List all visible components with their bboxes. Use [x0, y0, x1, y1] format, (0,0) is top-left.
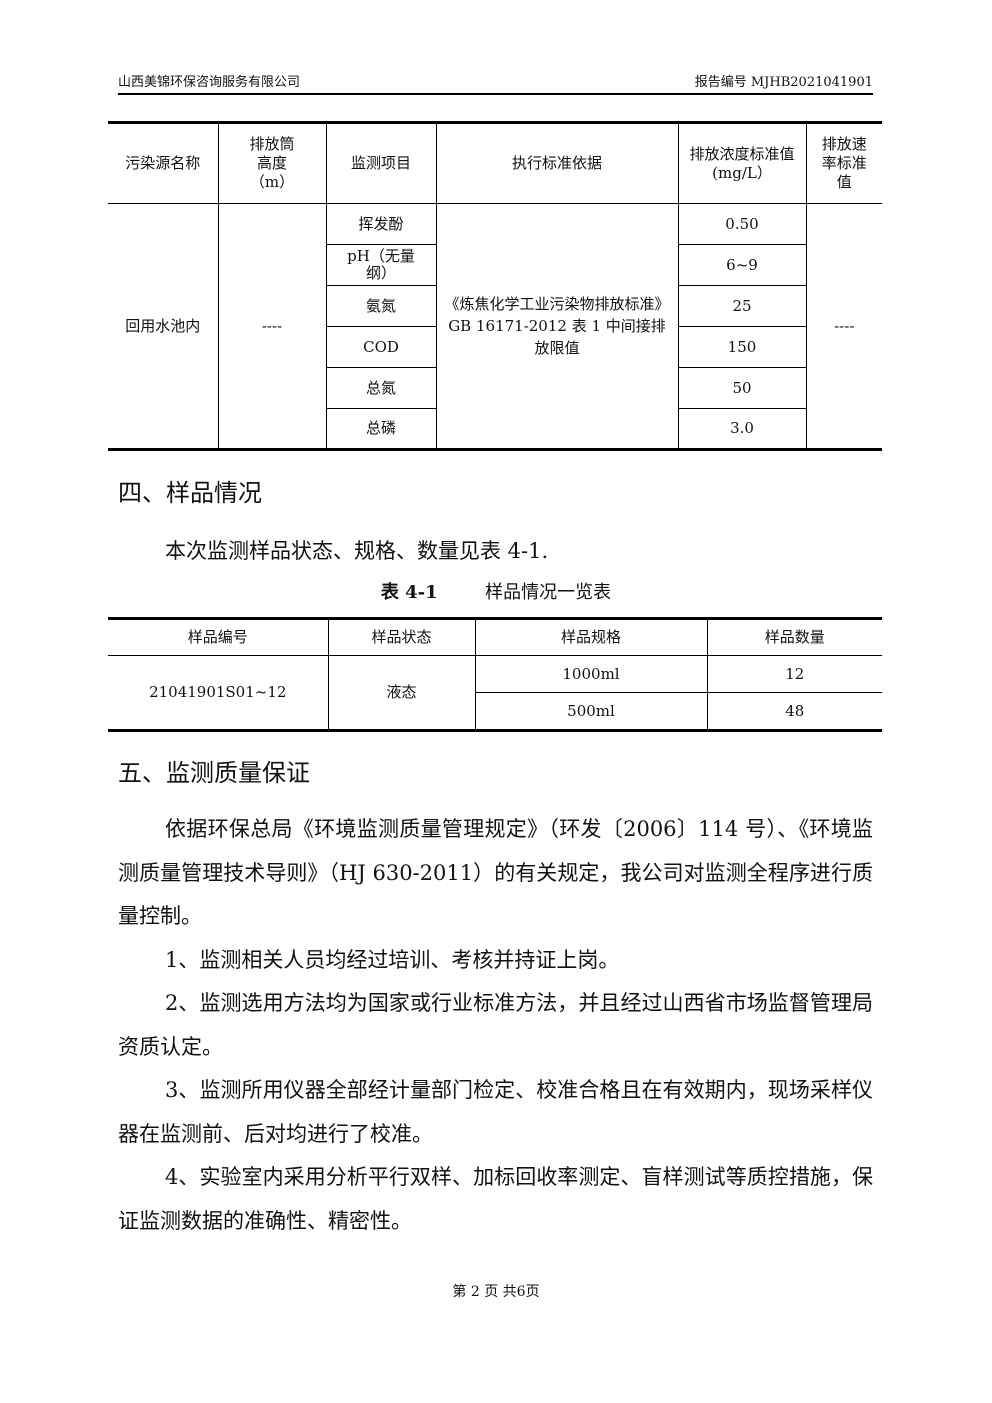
header-cell: 样品规格 — [474, 618, 708, 656]
value-cell: 6~9 — [677, 244, 806, 286]
item-cell: 总磷 — [326, 408, 437, 450]
header-cell: 排放速率标准值 — [805, 122, 882, 204]
height-cell: ---- — [217, 203, 327, 450]
value-cell: 150 — [677, 326, 806, 368]
paragraph: 4、实验室内采用分析平行双样、加标回收率测定、盲样测试等质控措施，保证监测数据的… — [118, 1165, 873, 1233]
paragraph: 依据环保总局《环境监测质量管理规定》（环发〔2006〕114 号）、《环境监测质… — [118, 817, 873, 928]
page-number: 第 2 页 共6页 — [452, 1284, 540, 1300]
item-cell: 挥发酚 — [325, 203, 437, 245]
section-4-intro: 本次监测样品状态、规格、数量见表 4-1. — [165, 539, 549, 563]
samples-table: 样品编号 样品状态 样品规格 样品数量 21041901S01~12 液态 10… — [108, 617, 882, 732]
section-5-body: 依据环保总局《环境监测质量管理规定》（环发〔2006〕114 号）、《环境监测质… — [118, 808, 873, 1243]
paragraph: 1、监测相关人员均经过培训、考核并持证上岗。 — [165, 947, 620, 972]
sample-id-cell: 21041901S01~12 — [108, 655, 329, 731]
item-cell: COD — [326, 326, 437, 368]
rate-cell: ---- — [805, 203, 882, 450]
paragraph: 2、监测选用方法均为国家或行业标准方法，并且经过山西省市场监督管理局资质认定。 — [118, 991, 873, 1059]
section-4-title: 四、样品情况 — [118, 479, 262, 507]
table-header-row: 样品编号 样品状态 样品规格 样品数量 — [108, 618, 882, 656]
table-row: 回用水池内 ---- 挥发酚 《炼焦化学工业污染物排放标准》GB 16171-2… — [108, 203, 882, 450]
table-row: pH（无量纲） 6~9 — [108, 244, 882, 286]
header-cell: 样品状态 — [327, 618, 476, 656]
value-cell: 25 — [677, 285, 806, 327]
header-cell: 排放浓度标准值(mg/L） — [677, 122, 807, 204]
header-cell: 监测项目 — [325, 122, 437, 204]
value-cell: 0.50 — [677, 203, 807, 245]
section-5-title: 五、监测质量保证 — [118, 759, 310, 787]
value-cell: 3.0 — [677, 408, 806, 450]
table-caption: 表 4-1 样品情况一览表 — [0, 578, 992, 604]
item-cell: 总氮 — [326, 367, 437, 409]
header-cell: 样品编号 — [108, 618, 329, 656]
header-cell: 排放筒高度（m） — [217, 122, 327, 204]
paragraph: 3、监测所用仪器全部经计量部门检定、校准合格且在有效期内，现场采样仪器在监测前、… — [118, 1078, 873, 1146]
value-cell: 50 — [677, 367, 806, 409]
header-cell: 执行标准依据 — [435, 122, 679, 204]
spec-cell: 500ml — [475, 692, 708, 731]
item-cell: pH（无量纲） — [326, 244, 437, 286]
spec-cell: 1000ml — [474, 655, 708, 693]
table-header-row: 污染源名称 排放筒高度（m） 监测项目 执行标准依据 排放浓度标准值(mg/L）… — [108, 122, 882, 204]
table-row: 500ml 48 — [108, 692, 882, 731]
table-row: 总磷 3.0 — [108, 408, 882, 450]
caption-number: 表 4-1 — [380, 582, 438, 603]
qty-cell: 48 — [706, 692, 882, 731]
qty-cell: 12 — [706, 655, 882, 693]
caption-title: 样品情况一览表 — [485, 582, 612, 603]
header-cell: 污染源名称 — [108, 122, 219, 204]
standard-cell: 《炼焦化学工业污染物排放标准》GB 16171-2012 表 1 中间接排放限值 — [435, 203, 679, 450]
source-cell: 回用水池内 — [108, 203, 219, 450]
table-row: 总氮 50 — [108, 367, 882, 409]
sample-state-cell: 液态 — [327, 655, 476, 731]
header-divider — [118, 93, 873, 95]
report-number: 报告编号 MJHB2021041901 — [694, 75, 873, 90]
table-row: 21041901S01~12 液态 1000ml 12 — [108, 655, 882, 731]
standards-table: 污染源名称 排放筒高度（m） 监测项目 执行标准依据 排放浓度标准值(mg/L）… — [108, 121, 882, 451]
item-cell: 氨氮 — [326, 285, 437, 327]
header-cell: 样品数量 — [706, 618, 882, 656]
company-name: 山西美锦环保咨询服务有限公司 — [118, 75, 301, 90]
